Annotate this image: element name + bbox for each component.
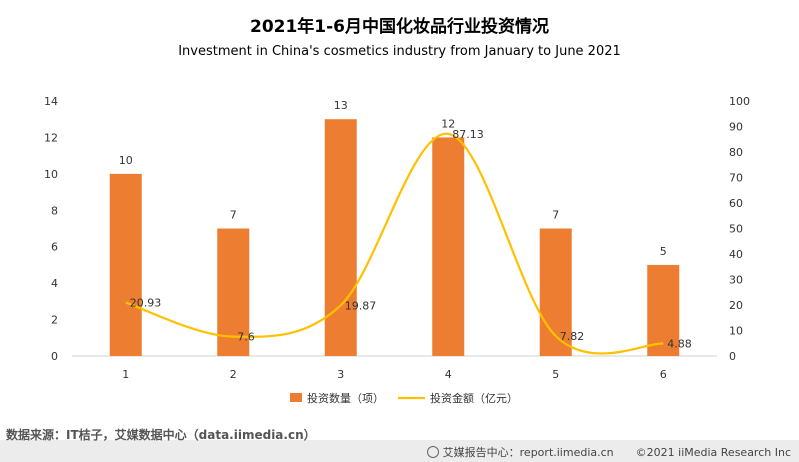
right-axis-tick-label: 60 (729, 197, 743, 210)
x-axis-tick-label: 5 (552, 368, 559, 381)
chart-title: 2021年1-6月中国化妆品行业投资情况 (249, 17, 550, 37)
bar-investment-count (647, 264, 680, 356)
x-axis-tick-label: 4 (445, 368, 452, 381)
line-data-label: 87.13 (452, 128, 484, 141)
line-data-label: 20.93 (130, 297, 162, 310)
right-axis-tick-label: 100 (729, 95, 750, 108)
right-axis-tick-label: 40 (729, 248, 743, 261)
x-axis-tick-label: 3 (337, 368, 344, 381)
line-data-label: 7.6 (237, 331, 255, 344)
bar-investment-count (324, 119, 357, 356)
right-axis-tick-label: 90 (729, 121, 743, 134)
right-axis-tick-label: 30 (729, 274, 743, 287)
bar-investment-count (432, 137, 465, 356)
left-axis-tick-label: 8 (51, 204, 58, 217)
right-axis-tick-label: 50 (729, 223, 743, 236)
copyright-text: ©2021 iiMedia Research Inc (635, 445, 791, 459)
left-axis-tick-label: 10 (44, 168, 58, 181)
right-axis-tick-label: 0 (729, 350, 736, 363)
left-axis-tick-label: 0 (51, 350, 58, 363)
bar-data-label: 5 (660, 245, 667, 258)
line-data-label: 4.88 (667, 338, 692, 351)
report-center-link[interactable]: 艾媒报告中心：report.iimedia.cn (442, 446, 614, 459)
legend-bar-label: 投资数量（项） (307, 391, 384, 405)
line-data-label: 19.87 (345, 299, 377, 312)
bar-investment-count (109, 173, 142, 356)
data-source: 数据来源：IT桔子，艾媒数据中心（data.iimedia.cn） (6, 428, 316, 442)
bar-data-label: 7 (230, 209, 237, 222)
line-data-label: 7.82 (560, 330, 585, 343)
legend-line-label: 投资金额（亿元） (430, 391, 518, 405)
left-axis-tick-label: 4 (51, 277, 58, 290)
bar-data-label: 12 (441, 117, 455, 130)
footer-credits: 艾媒报告中心：report.iimedia.cn ©2021 iiMedia R… (426, 444, 791, 460)
left-axis-tick-label: 14 (44, 95, 58, 108)
legend-bar-swatch (290, 393, 302, 402)
right-axis-tick-label: 20 (729, 299, 743, 312)
bar-data-label: 7 (552, 209, 559, 222)
left-axis-tick-label: 6 (51, 241, 58, 254)
left-axis-tick-label: 2 (51, 314, 58, 327)
right-axis-tick-label: 10 (729, 325, 743, 338)
right-axis-tick-label: 80 (729, 146, 743, 159)
line-investment-amount (125, 132, 664, 355)
x-axis-tick-label: 1 (122, 368, 129, 381)
right-axis-tick-label: 70 (729, 172, 743, 185)
left-axis-tick-label: 12 (44, 131, 58, 144)
x-axis-tick-label: 6 (660, 368, 667, 381)
x-axis-tick-label: 2 (230, 368, 237, 381)
chart-subtitle: Investment in China's cosmetics industry… (178, 44, 621, 59)
iimedia-logo-icon (426, 446, 439, 458)
bar-data-label: 10 (119, 154, 133, 167)
footer-bar (0, 440, 799, 462)
bar-data-label: 13 (334, 99, 348, 112)
